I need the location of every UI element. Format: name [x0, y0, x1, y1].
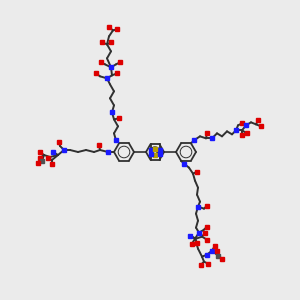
Bar — [62, 148, 66, 152]
Bar — [107, 25, 111, 29]
Bar — [210, 249, 214, 253]
Bar — [192, 138, 196, 142]
Bar — [38, 156, 42, 160]
Bar — [197, 231, 201, 235]
Bar — [158, 148, 161, 152]
Bar — [210, 136, 214, 140]
Bar — [203, 231, 207, 235]
Bar — [215, 249, 219, 253]
Bar — [206, 262, 210, 266]
Bar — [205, 253, 209, 257]
Bar — [51, 150, 55, 154]
Bar — [216, 254, 220, 258]
Bar — [36, 161, 40, 165]
Bar — [259, 124, 263, 128]
Bar — [114, 138, 118, 142]
Bar — [182, 162, 186, 166]
Bar — [148, 152, 152, 156]
Bar — [148, 148, 152, 152]
Bar — [234, 128, 238, 132]
Bar — [38, 150, 42, 154]
Bar — [40, 159, 44, 163]
Bar — [109, 65, 113, 69]
Bar — [240, 121, 244, 125]
Bar — [158, 152, 161, 156]
Bar — [110, 110, 114, 114]
Bar — [99, 60, 103, 64]
Bar — [256, 118, 260, 122]
Bar — [46, 156, 50, 160]
Bar — [94, 71, 98, 75]
Bar — [240, 133, 244, 137]
Bar — [205, 131, 209, 135]
Bar — [97, 143, 101, 147]
Bar — [245, 131, 249, 135]
Bar — [105, 76, 109, 80]
Bar — [205, 225, 209, 229]
Bar — [117, 116, 121, 120]
Bar — [50, 162, 54, 166]
Bar — [205, 238, 209, 242]
Bar — [115, 27, 119, 31]
Bar — [100, 40, 104, 44]
Bar — [115, 71, 119, 75]
Bar — [220, 257, 224, 261]
Bar — [213, 244, 217, 248]
Bar — [109, 40, 113, 44]
Bar — [118, 60, 122, 64]
Bar — [106, 150, 110, 154]
Bar — [188, 234, 192, 238]
Bar — [57, 140, 61, 144]
Bar — [153, 147, 157, 151]
Bar — [196, 205, 200, 209]
Bar — [195, 241, 199, 245]
Bar — [244, 123, 248, 127]
Bar — [205, 204, 209, 208]
Bar — [195, 170, 199, 174]
Bar — [153, 153, 157, 157]
Bar — [199, 263, 203, 267]
Bar — [190, 242, 194, 246]
